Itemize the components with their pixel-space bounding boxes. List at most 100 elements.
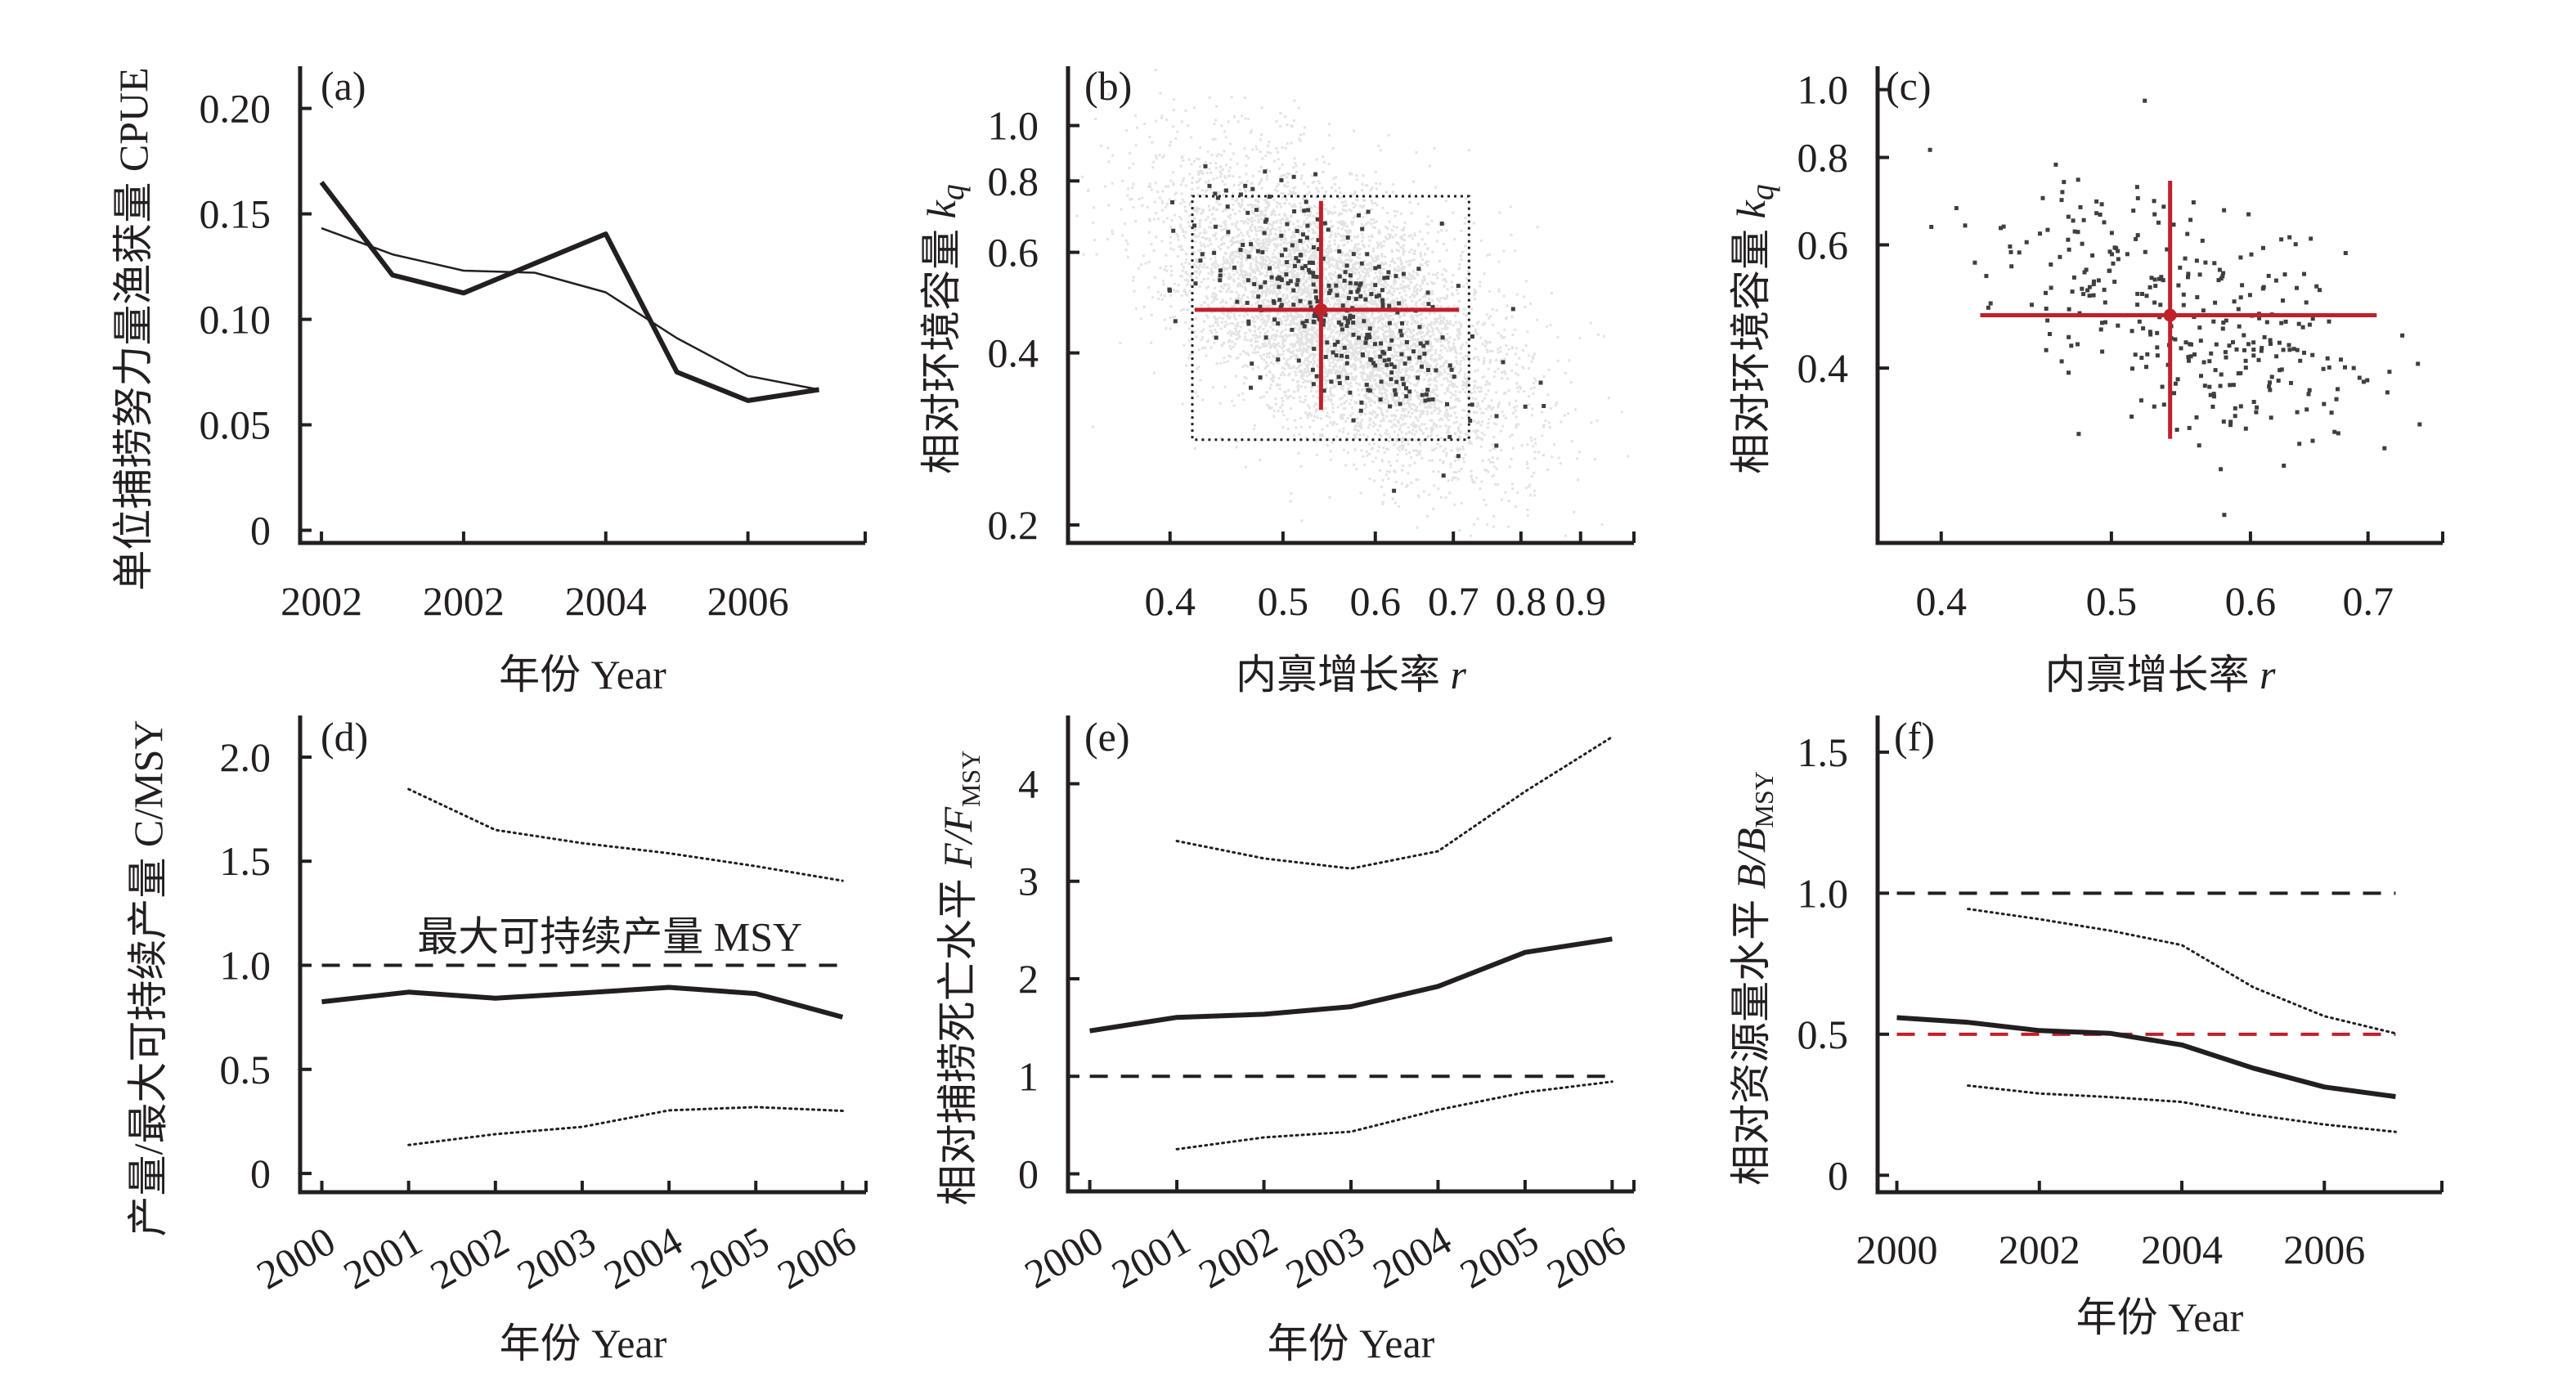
cloud-point bbox=[1380, 401, 1383, 405]
cloud-point bbox=[1457, 327, 1461, 330]
cloud-point bbox=[1258, 288, 1261, 291]
cloud-point bbox=[1355, 468, 1358, 471]
cloud-point bbox=[1578, 336, 1582, 339]
cloud-point bbox=[1436, 395, 1439, 397]
cloud-point bbox=[1378, 269, 1381, 272]
cloud-point bbox=[1218, 437, 1222, 440]
cloud-point bbox=[1185, 210, 1188, 213]
cloud-point bbox=[1521, 349, 1524, 352]
cloud-point bbox=[1308, 363, 1311, 366]
cloud-point bbox=[1203, 228, 1206, 231]
cloud-point bbox=[1344, 235, 1347, 238]
cloud-point bbox=[1424, 293, 1426, 296]
cloud-point bbox=[1399, 260, 1402, 262]
cloud-point bbox=[1209, 188, 1212, 191]
cloud-point bbox=[1452, 324, 1455, 327]
cloud-point bbox=[1243, 209, 1246, 212]
cloud-point bbox=[1308, 338, 1311, 341]
cloud-point bbox=[1342, 312, 1345, 316]
cloud-point bbox=[1321, 428, 1324, 431]
cloud-point bbox=[1502, 414, 1506, 417]
cloud-point bbox=[1125, 129, 1129, 132]
cloud-point bbox=[1415, 407, 1418, 410]
cloud-point bbox=[1522, 366, 1525, 370]
cloud-point bbox=[1357, 343, 1359, 345]
cloud-point bbox=[1241, 392, 1244, 395]
cloud-point bbox=[1447, 425, 1451, 428]
cloud-point bbox=[1352, 328, 1355, 331]
cloud-point bbox=[1163, 318, 1166, 321]
cloud-point bbox=[1210, 273, 1214, 276]
cloud-point bbox=[1272, 159, 1276, 163]
cloud-point bbox=[1264, 324, 1268, 327]
cloud-point bbox=[1350, 258, 1353, 262]
cloud-point bbox=[1381, 502, 1384, 505]
cloud-point bbox=[1194, 235, 1197, 239]
cloud-point bbox=[1370, 255, 1373, 258]
cloud-point bbox=[1174, 213, 1177, 217]
cloud-point bbox=[1372, 331, 1376, 334]
cloud-point bbox=[1340, 227, 1344, 231]
cloud-point bbox=[1277, 267, 1280, 269]
cloud-point bbox=[1398, 321, 1401, 324]
cloud-point bbox=[1171, 316, 1174, 319]
cloud-point bbox=[1308, 224, 1312, 227]
cloud-point bbox=[1240, 231, 1243, 235]
cloud-point bbox=[1344, 374, 1347, 377]
cloud-point bbox=[1402, 392, 1405, 395]
cloud-point bbox=[1353, 271, 1356, 274]
cloud-point bbox=[1190, 163, 1193, 166]
cloud-point bbox=[1416, 345, 1419, 348]
cloud-point bbox=[1428, 164, 1431, 168]
cloud-point bbox=[1226, 195, 1229, 198]
cloud-point bbox=[1401, 441, 1404, 444]
cloud-point bbox=[1281, 397, 1284, 400]
cloud-point bbox=[1452, 421, 1456, 424]
cloud-point bbox=[1410, 423, 1413, 426]
cloud-point bbox=[1523, 390, 1526, 393]
cloud-point bbox=[1425, 427, 1428, 430]
cloud-point bbox=[1307, 360, 1309, 363]
cloud-point bbox=[1323, 291, 1326, 294]
cloud-point bbox=[1227, 272, 1231, 276]
cloud-point bbox=[1340, 413, 1344, 416]
cloud-point bbox=[1398, 344, 1402, 348]
cloud-point bbox=[1325, 276, 1327, 280]
cloud-point bbox=[1208, 96, 1211, 100]
cloud-point bbox=[1209, 171, 1212, 174]
cloud-point bbox=[1407, 272, 1411, 276]
cloud-point bbox=[1352, 348, 1355, 351]
cloud-point bbox=[1266, 404, 1269, 406]
cloud-point bbox=[1407, 347, 1409, 350]
cloud-point bbox=[1412, 328, 1415, 331]
cloud-point bbox=[1272, 374, 1274, 377]
cloud-point bbox=[1286, 294, 1289, 297]
cloud-point bbox=[1396, 446, 1399, 450]
cloud-point bbox=[1325, 301, 1328, 304]
cloud-point bbox=[1402, 339, 1406, 342]
cloud-point bbox=[1285, 279, 1288, 282]
cloud-point bbox=[1248, 190, 1251, 193]
cloud-point bbox=[1427, 339, 1430, 342]
cloud-point bbox=[1291, 191, 1295, 194]
cloud-point bbox=[1214, 232, 1218, 235]
cloud-point bbox=[1421, 398, 1425, 401]
cloud-point bbox=[1156, 191, 1160, 194]
cloud-point bbox=[1398, 388, 1402, 391]
cloud-point bbox=[1394, 358, 1398, 361]
cloud-point bbox=[1375, 456, 1377, 460]
cloud-point bbox=[1187, 327, 1191, 330]
cloud-point bbox=[1337, 357, 1340, 360]
cloud-point bbox=[1409, 354, 1411, 357]
cloud-point bbox=[1497, 290, 1501, 293]
cloud-point bbox=[1433, 312, 1436, 315]
cloud-point bbox=[1306, 193, 1309, 196]
cloud-point bbox=[1401, 303, 1404, 307]
cloud-point bbox=[1355, 249, 1358, 253]
cloud-point bbox=[1331, 335, 1335, 339]
cloud-point bbox=[1132, 182, 1135, 186]
cloud-point bbox=[1340, 318, 1343, 321]
cloud-point bbox=[1518, 357, 1521, 360]
cloud-point bbox=[1434, 359, 1437, 362]
cloud-point bbox=[1373, 289, 1376, 292]
